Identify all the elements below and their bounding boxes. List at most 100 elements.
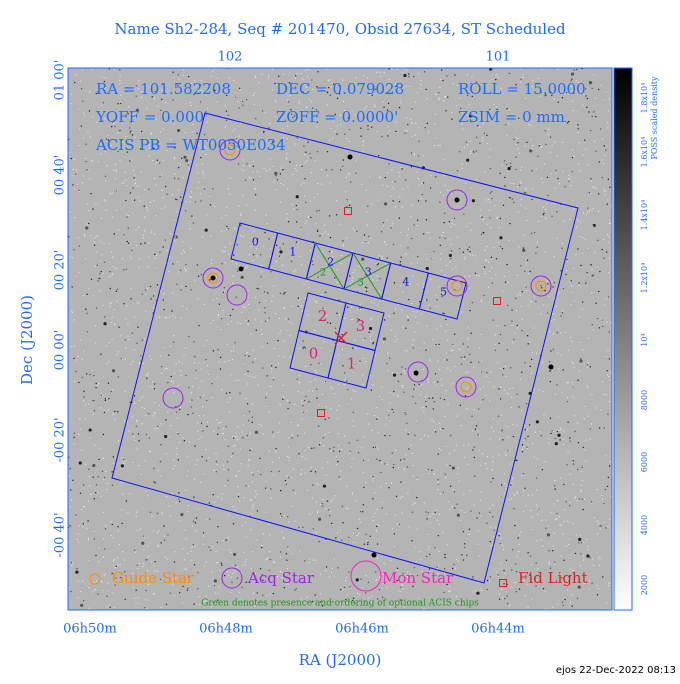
star [302, 91, 304, 93]
noise [372, 477, 375, 479]
noise [356, 534, 358, 537]
star [355, 578, 359, 582]
noise [75, 74, 77, 76]
noise [406, 315, 409, 317]
noise [258, 423, 260, 426]
star [453, 491, 456, 493]
noise [436, 328, 438, 330]
noise [586, 385, 588, 387]
star [606, 485, 609, 488]
noise [216, 326, 219, 328]
star [302, 340, 304, 342]
star [70, 561, 73, 564]
noise [544, 460, 546, 463]
noise [531, 148, 533, 150]
noise [415, 123, 417, 125]
noise [144, 216, 146, 218]
noise [533, 388, 535, 390]
noise [376, 407, 378, 409]
noise [496, 325, 499, 327]
noise [136, 567, 139, 570]
noise [147, 570, 149, 572]
noise [189, 201, 191, 203]
star [372, 475, 374, 478]
star [483, 232, 485, 234]
noise [341, 605, 344, 607]
noise [499, 593, 501, 595]
noise [344, 435, 346, 437]
noise [254, 75, 257, 77]
noise [160, 606, 162, 608]
noise [71, 257, 74, 259]
noise [583, 559, 585, 561]
noise [586, 366, 589, 368]
noise [345, 138, 348, 140]
noise [580, 534, 582, 536]
noise [286, 188, 289, 190]
noise [86, 223, 88, 225]
star [364, 286, 367, 288]
star [264, 312, 266, 314]
star [311, 447, 313, 449]
noise [203, 174, 205, 176]
noise [145, 490, 147, 492]
star [104, 398, 107, 400]
noise [435, 602, 437, 604]
star [288, 401, 291, 404]
legend-label: Fid Light [518, 569, 588, 587]
noise [206, 121, 208, 123]
star [453, 563, 455, 566]
noise [115, 267, 117, 270]
noise [556, 155, 558, 157]
noise [578, 81, 580, 83]
noise [470, 187, 472, 189]
noise [401, 206, 404, 208]
noise [112, 256, 114, 258]
star [129, 130, 132, 132]
noise [432, 338, 434, 341]
noise [152, 307, 154, 309]
star [194, 522, 197, 524]
noise [308, 604, 310, 606]
noise [144, 310, 147, 312]
noise [164, 206, 166, 208]
star [363, 486, 365, 489]
noise [172, 292, 174, 294]
star [95, 307, 98, 309]
noise [564, 498, 566, 500]
noise [520, 76, 522, 78]
noise [578, 370, 581, 372]
noise [443, 175, 446, 177]
noise [515, 144, 517, 146]
y-tick-label: 01 00' [53, 60, 68, 101]
star [166, 193, 168, 196]
noise [491, 544, 494, 546]
noise [147, 266, 150, 268]
star [364, 337, 366, 340]
star [411, 511, 414, 513]
noise [575, 80, 577, 82]
noise [295, 269, 297, 271]
star [187, 75, 190, 78]
noise [401, 309, 403, 311]
noise [315, 356, 318, 358]
noise [268, 523, 270, 525]
noise [283, 396, 285, 398]
noise [337, 418, 339, 420]
noise [593, 140, 596, 142]
noise [391, 187, 393, 189]
star [305, 151, 307, 153]
noise [140, 96, 143, 98]
star [491, 282, 493, 284]
noise [241, 565, 243, 567]
noise [158, 404, 160, 407]
noise [468, 104, 470, 106]
noise [466, 225, 468, 227]
noise [425, 258, 428, 260]
noise [314, 559, 317, 561]
star [310, 470, 312, 473]
noise [235, 509, 237, 511]
noise [272, 295, 274, 297]
noise [88, 587, 90, 589]
noise [106, 165, 108, 167]
